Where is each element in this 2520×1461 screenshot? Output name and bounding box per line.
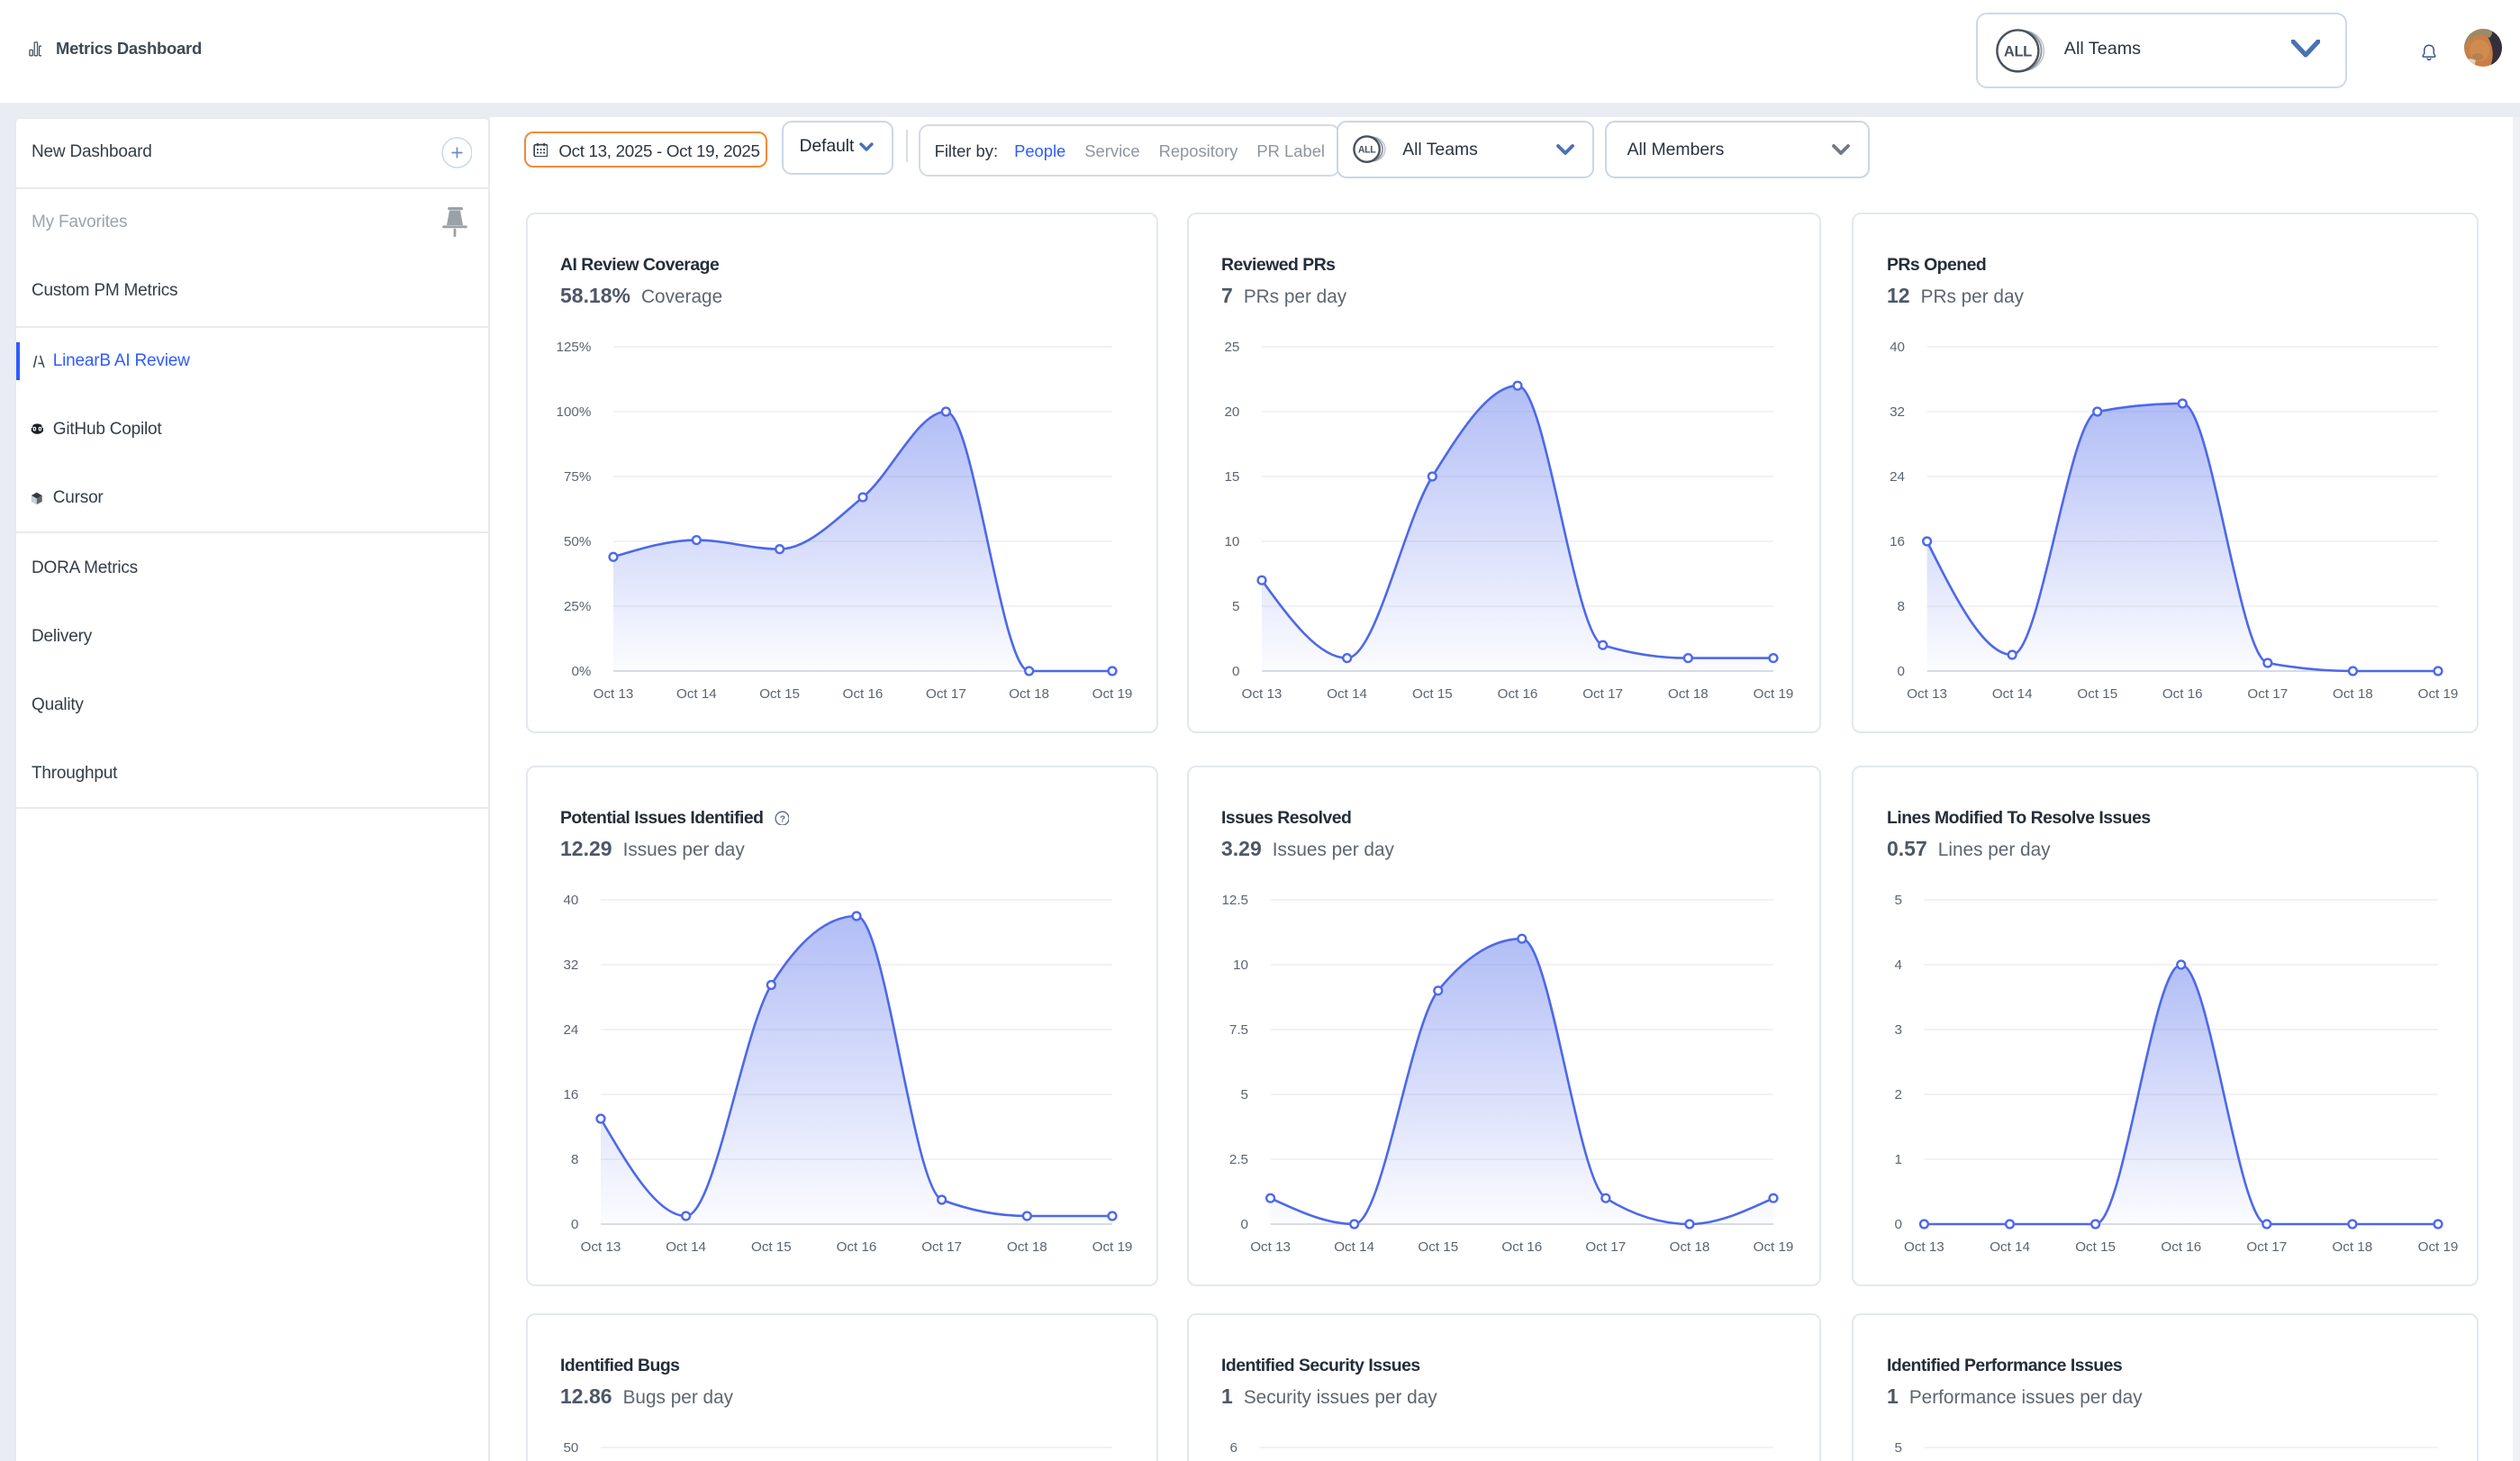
svg-text:5: 5 xyxy=(1895,1439,1902,1455)
svg-text:Oct 14: Oct 14 xyxy=(1326,686,1366,702)
svg-text:Oct 15: Oct 15 xyxy=(2075,1239,2116,1254)
svg-text:Oct 17: Oct 17 xyxy=(2247,686,2288,702)
svg-text:Oct 19: Oct 19 xyxy=(2418,686,2459,702)
svg-text:2.5: 2.5 xyxy=(1228,1151,1247,1166)
svg-text:Oct 16: Oct 16 xyxy=(2162,686,2203,702)
svg-text:Oct 15: Oct 15 xyxy=(758,686,799,702)
svg-text:25: 25 xyxy=(1223,340,1238,355)
svg-text:1: 1 xyxy=(1895,1151,1902,1166)
svg-text:Oct 14: Oct 14 xyxy=(1992,686,2033,702)
svg-text:10: 10 xyxy=(1232,957,1247,972)
svg-text:Oct 16: Oct 16 xyxy=(836,1239,876,1254)
svg-text:Oct 14: Oct 14 xyxy=(1333,1239,1373,1254)
svg-text:Oct 17: Oct 17 xyxy=(2246,1239,2287,1254)
svg-text:50%: 50% xyxy=(563,534,590,549)
svg-text:Oct 18: Oct 18 xyxy=(1008,686,1048,702)
svg-text:Oct 16: Oct 16 xyxy=(1497,686,1537,702)
svg-text:Oct 15: Oct 15 xyxy=(1411,686,1452,702)
svg-text:75%: 75% xyxy=(563,469,590,485)
svg-text:Oct 17: Oct 17 xyxy=(1584,1239,1625,1254)
svg-text:Oct 16: Oct 16 xyxy=(842,686,883,702)
svg-text:0%: 0% xyxy=(570,664,590,679)
svg-text:Oct 19: Oct 19 xyxy=(1092,686,1132,702)
svg-text:Oct 19: Oct 19 xyxy=(1753,686,1793,702)
svg-text:16: 16 xyxy=(1890,534,1905,549)
svg-text:Oct 13: Oct 13 xyxy=(1249,1239,1290,1254)
svg-text:Oct 19: Oct 19 xyxy=(1092,1239,1132,1254)
svg-text:15: 15 xyxy=(1223,469,1238,485)
svg-text:Oct 17: Oct 17 xyxy=(1582,686,1622,702)
svg-text:Oct 14: Oct 14 xyxy=(665,1239,705,1254)
svg-text:Oct 18: Oct 18 xyxy=(2332,1239,2372,1254)
svg-text:25%: 25% xyxy=(563,599,590,614)
svg-text:0: 0 xyxy=(570,1216,577,1231)
svg-text:Oct 19: Oct 19 xyxy=(1753,1239,1793,1254)
svg-text:Oct 18: Oct 18 xyxy=(1667,686,1708,702)
svg-text:Oct 14: Oct 14 xyxy=(675,686,716,702)
svg-text:16: 16 xyxy=(562,1086,577,1102)
svg-text:5: 5 xyxy=(1895,892,1902,907)
svg-text:50: 50 xyxy=(562,1439,577,1455)
svg-text:20: 20 xyxy=(1223,404,1238,420)
svg-text:0: 0 xyxy=(1898,664,1905,679)
svg-text:100%: 100% xyxy=(556,404,591,420)
svg-text:32: 32 xyxy=(1890,404,1905,420)
svg-text:5: 5 xyxy=(1231,599,1238,614)
svg-text:ALL: ALL xyxy=(1358,145,1376,156)
svg-text:40: 40 xyxy=(1890,340,1905,355)
svg-text:4: 4 xyxy=(1895,957,1902,972)
svg-text:Oct 19: Oct 19 xyxy=(2418,1239,2459,1254)
svg-text:Oct 15: Oct 15 xyxy=(750,1239,791,1254)
svg-text:10: 10 xyxy=(1223,534,1238,549)
svg-text:Oct 17: Oct 17 xyxy=(925,686,965,702)
svg-text:2: 2 xyxy=(1895,1086,1902,1102)
svg-text:8: 8 xyxy=(1898,599,1905,614)
svg-text:Oct 16: Oct 16 xyxy=(2161,1239,2201,1254)
svg-text:7.5: 7.5 xyxy=(1228,1021,1247,1037)
svg-text:3: 3 xyxy=(1895,1021,1902,1037)
svg-text:Oct 17: Oct 17 xyxy=(920,1239,961,1254)
svg-text:0: 0 xyxy=(1231,664,1238,679)
svg-text:Oct 13: Oct 13 xyxy=(1241,686,1282,702)
svg-text:8: 8 xyxy=(570,1151,577,1166)
svg-text:Oct 15: Oct 15 xyxy=(2077,686,2117,702)
svg-text:Oct 13: Oct 13 xyxy=(593,686,633,702)
svg-text:Oct 13: Oct 13 xyxy=(580,1239,621,1254)
svg-text:Oct 13: Oct 13 xyxy=(1904,1239,1944,1254)
svg-text:6: 6 xyxy=(1229,1439,1237,1455)
svg-text:Oct 14: Oct 14 xyxy=(1990,1239,2030,1254)
svg-text:Oct 18: Oct 18 xyxy=(1006,1239,1047,1254)
svg-text:125%: 125% xyxy=(556,340,591,355)
svg-text:0: 0 xyxy=(1895,1216,1902,1231)
svg-text:Oct 18: Oct 18 xyxy=(1669,1239,1709,1254)
svg-text:40: 40 xyxy=(562,892,577,907)
svg-text:32: 32 xyxy=(562,957,577,972)
svg-text:24: 24 xyxy=(562,1021,577,1037)
svg-text:?: ? xyxy=(779,814,784,824)
svg-text:12.5: 12.5 xyxy=(1220,892,1247,907)
svg-text:0: 0 xyxy=(1240,1216,1247,1231)
svg-text:Oct 15: Oct 15 xyxy=(1417,1239,1457,1254)
svg-text:24: 24 xyxy=(1890,469,1905,485)
svg-text:Oct 18: Oct 18 xyxy=(2333,686,2373,702)
svg-text:5: 5 xyxy=(1240,1086,1247,1102)
svg-text:Oct 13: Oct 13 xyxy=(1907,686,1947,702)
svg-text:Oct 16: Oct 16 xyxy=(1500,1239,1541,1254)
svg-text:ALL: ALL xyxy=(2003,41,2031,59)
